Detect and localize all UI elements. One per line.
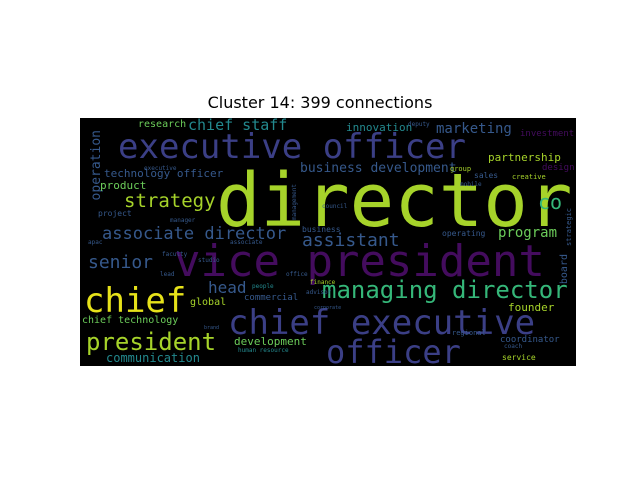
cloud-word: partnership: [488, 151, 561, 164]
cloud-word: apac: [88, 239, 103, 246]
cloud-word: service: [502, 353, 536, 362]
cloud-word: associate: [230, 239, 263, 246]
cloud-word: program: [498, 225, 558, 241]
cloud-word: executive: [144, 165, 177, 172]
cloud-word: brand: [204, 325, 220, 331]
cloud-word: manager: [170, 217, 196, 224]
cloud-word: strategy: [124, 190, 216, 212]
cloud-word: officer: [326, 333, 461, 366]
cloud-word: executive officer: [118, 127, 466, 167]
cloud-word: people: [252, 283, 274, 290]
cloud-word: head: [208, 278, 247, 297]
cloud-word: mobile: [460, 181, 482, 188]
cloud-word: chief: [84, 281, 187, 321]
cloud-word: research: [138, 119, 187, 130]
cloud-word: associate director: [102, 224, 287, 244]
cloud-word: president: [86, 328, 217, 356]
figure-title: Cluster 14: 399 connections: [207, 93, 433, 112]
cloud-word: studio: [198, 257, 220, 264]
cloud-word: office: [286, 271, 308, 278]
cloud-word: management: [291, 184, 298, 221]
cloud-word: chief executive: [228, 303, 536, 343]
cloud-word: creative: [512, 173, 546, 181]
cloud-word: project: [98, 209, 132, 218]
cloud-word: business development: [300, 161, 457, 176]
cloud-word: development: [234, 335, 307, 348]
cloud-word: commercial: [244, 293, 299, 303]
cloud-word: innovation: [346, 121, 413, 134]
cloud-word: vice president: [174, 236, 545, 287]
cloud-word: design: [542, 163, 575, 173]
cloud-word: coach: [504, 343, 523, 350]
cloud-word: council: [322, 203, 348, 210]
cloud-word: founder: [508, 301, 555, 314]
cloud-word: coordinator: [500, 335, 560, 345]
cloud-word: sales: [474, 171, 499, 180]
cloud-word: senior: [88, 252, 154, 273]
cloud-word: chief staff: [188, 118, 288, 134]
cloud-word: regional: [452, 329, 486, 337]
cloud-word: marketing: [436, 121, 512, 137]
cloud-word: product: [100, 179, 147, 192]
cloud-word: board: [559, 254, 570, 285]
cloud-word: chief technology: [82, 315, 179, 326]
cloud-word: technology officer: [104, 167, 224, 180]
cloud-word: faculty: [162, 251, 188, 258]
cloud-word: co: [538, 190, 563, 214]
cloud-word: managing director: [322, 276, 568, 304]
cloud-word: strategic: [565, 208, 573, 246]
cloud-word: communication: [106, 351, 200, 365]
cloud-word: finance: [310, 279, 336, 286]
cloud-word: advisor: [306, 289, 332, 296]
cloud-word: director: [216, 158, 573, 244]
cloud-word: global: [190, 297, 227, 308]
cloud-word: lead: [160, 271, 175, 278]
cloud-word: human resource: [238, 347, 289, 354]
cloud-word: assistant: [302, 230, 400, 251]
cloud-word: operating: [442, 229, 486, 238]
cloud-word: deputy: [408, 121, 430, 128]
cloud-word: group: [450, 165, 472, 173]
cloud-word: corporate: [314, 305, 342, 311]
cloud-word: business: [302, 225, 341, 234]
word-cloud: director vice president executive office…: [80, 118, 576, 366]
cloud-word: investment: [520, 129, 575, 139]
